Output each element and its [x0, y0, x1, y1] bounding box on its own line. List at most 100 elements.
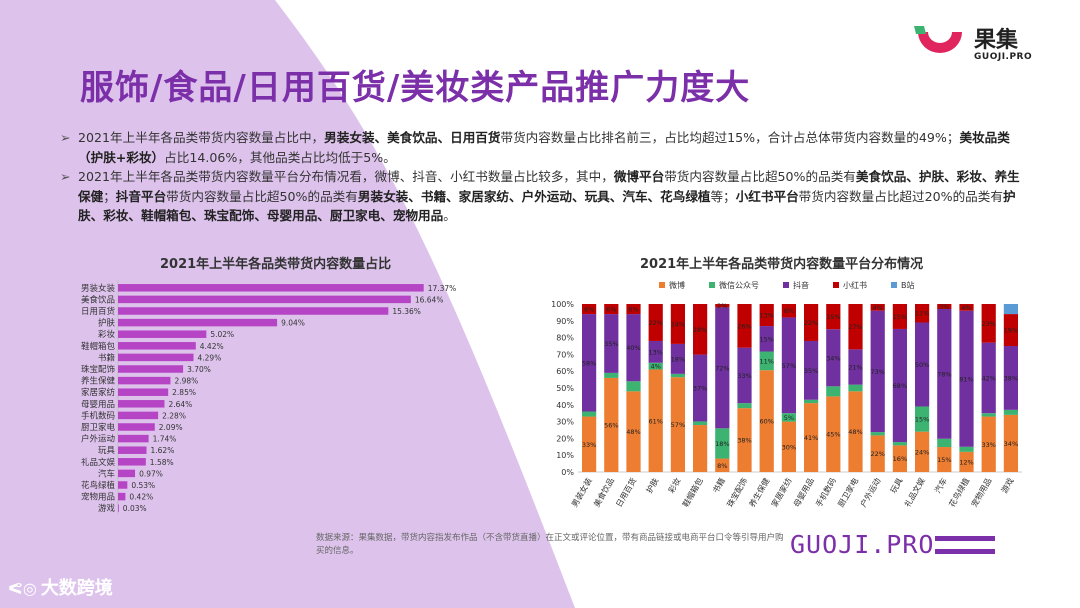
- stack-segment: [648, 369, 663, 472]
- watermark-text: GUOJI.PRO: [790, 530, 935, 559]
- x-category-label: 书籍: [710, 476, 727, 495]
- y-tick-label: 70%: [556, 350, 574, 359]
- logo-subtext: GUOJI.PRO: [974, 52, 1033, 62]
- stack-segment: [692, 421, 708, 426]
- legend-swatch: [891, 282, 897, 288]
- y-tick-label: 40%: [556, 401, 574, 410]
- segment-value-label: 15%: [915, 416, 929, 424]
- segment-value-label: 6%: [628, 306, 638, 314]
- share-bar: [118, 318, 278, 327]
- stack-segment: [959, 451, 974, 472]
- segment-value-label: 12%: [959, 458, 973, 466]
- stack-segment: [981, 416, 996, 472]
- segment-value-label: 4%: [651, 363, 661, 371]
- segment-value-label: 73%: [870, 368, 884, 376]
- stack-segment: [914, 322, 930, 407]
- stack-segment: [1003, 409, 1019, 415]
- legend-swatch: [709, 282, 715, 288]
- category-label: 彩妆: [98, 329, 116, 340]
- segment-value-label: 24%: [671, 320, 685, 328]
- category-label: 花鸟绿植: [81, 480, 116, 491]
- stack-segment: [937, 438, 952, 448]
- platform-distribution-chart: 微博 微信公众号 抖音 小红书 B站 0% 10% 20% 30% 40% 50% 60% 70% 80%…: [551, 280, 1022, 509]
- legend-swatch: [783, 282, 789, 288]
- share-value-label: 2.09%: [159, 423, 183, 432]
- stack-segment: [870, 435, 885, 472]
- share-bar: [118, 365, 184, 373]
- summary-bullets: ➢ 2021年上半年各品类带货内容数量占比中，男装女装、美食饮品、日用百货带货内容…: [60, 128, 1020, 226]
- stack-segment: [1003, 314, 1019, 346]
- stack-segment: [914, 406, 930, 432]
- stack-segment: [715, 307, 730, 429]
- share-value-label: 4.42%: [200, 342, 224, 351]
- segment-value-label: 15%: [893, 313, 907, 321]
- bullet-arrow-icon: ➢: [60, 130, 71, 145]
- x-category-label: 手机数码: [813, 476, 838, 509]
- share-value-label: 1.58%: [150, 458, 174, 467]
- stack-segment: [781, 304, 797, 318]
- stack-segment: [937, 308, 952, 439]
- x-category-label: 花鸟绿植: [947, 476, 972, 509]
- stack-segment: [737, 408, 752, 472]
- segment-value-label: 26%: [737, 322, 751, 330]
- segment-value-label: 11%: [915, 310, 929, 318]
- segment-value-label: 72%: [715, 364, 729, 372]
- y-tick-label: 100%: [551, 300, 574, 309]
- logo-text: 果集: [974, 28, 1019, 53]
- y-tick-label: 20%: [556, 434, 574, 443]
- stack-segment: [626, 314, 641, 382]
- share-bar: [118, 481, 128, 489]
- share-value-label: 1.62%: [151, 446, 175, 455]
- segment-value-label: 4%: [873, 304, 883, 312]
- watermark-bars: [935, 536, 995, 554]
- category-label: 礼品文娱: [81, 457, 116, 468]
- stack-segment: [1003, 304, 1019, 315]
- segment-value-label: 23%: [981, 320, 995, 328]
- segment-value-label: 33%: [737, 372, 751, 380]
- segment-value-label: 48%: [626, 428, 640, 436]
- share-value-label: 2.28%: [162, 411, 186, 420]
- segment-value-label: 22%: [648, 319, 662, 327]
- segment-value-label: 27%: [848, 323, 862, 331]
- x-category-label: 养生保健: [747, 476, 772, 509]
- share-value-label: 0.42%: [129, 493, 153, 502]
- stack-segment: [781, 421, 797, 472]
- segment-value-label: 2%: [717, 302, 727, 310]
- stack-segment: [715, 304, 730, 308]
- segment-value-label: 28%: [693, 326, 707, 334]
- x-category-label: 彩妆: [666, 476, 683, 495]
- segment-value-label: 3%: [939, 303, 949, 311]
- segment-value-label: 58%: [582, 359, 596, 367]
- legend-label: 抖音: [793, 280, 809, 290]
- segment-value-label: 19%: [1004, 327, 1018, 335]
- stack-segment: [581, 314, 597, 412]
- stack-segment: [848, 304, 863, 350]
- segment-value-label: 24%: [915, 448, 929, 456]
- stack-segment: [604, 372, 619, 378]
- segment-value-label: 15%: [759, 335, 773, 343]
- stack-segment: [715, 428, 730, 459]
- category-label: 手机数码: [81, 410, 115, 421]
- segment-value-label: 40%: [626, 344, 640, 352]
- stack-segment: [848, 391, 863, 472]
- share-bar: [118, 284, 424, 292]
- bullet-arrow-icon: ➢: [60, 169, 71, 184]
- stack-segment: [670, 377, 686, 472]
- segment-value-label: 61%: [648, 417, 662, 425]
- share-bar: [118, 376, 171, 385]
- x-category-label: 户外运动: [858, 476, 883, 509]
- share-value-label: 5.02%: [210, 330, 234, 339]
- segment-value-label: 13%: [648, 348, 662, 356]
- segment-value-label: 41%: [804, 434, 818, 442]
- x-category-label: 鞋帽箱包: [680, 476, 705, 509]
- brand-footer: ᕙ◎ 大数跨境: [8, 578, 113, 599]
- stack-segment: [848, 384, 863, 392]
- x-category-label: 游戏: [999, 476, 1016, 495]
- segment-value-label: 22%: [804, 319, 818, 327]
- y-tick-label: 0%: [561, 468, 574, 477]
- category-label: 户外运动: [81, 434, 116, 445]
- share-value-label: 2.98%: [174, 377, 198, 386]
- segment-value-label: 34%: [826, 354, 840, 362]
- stack-segment: [648, 362, 663, 370]
- share-value-label: 0.03%: [123, 504, 147, 513]
